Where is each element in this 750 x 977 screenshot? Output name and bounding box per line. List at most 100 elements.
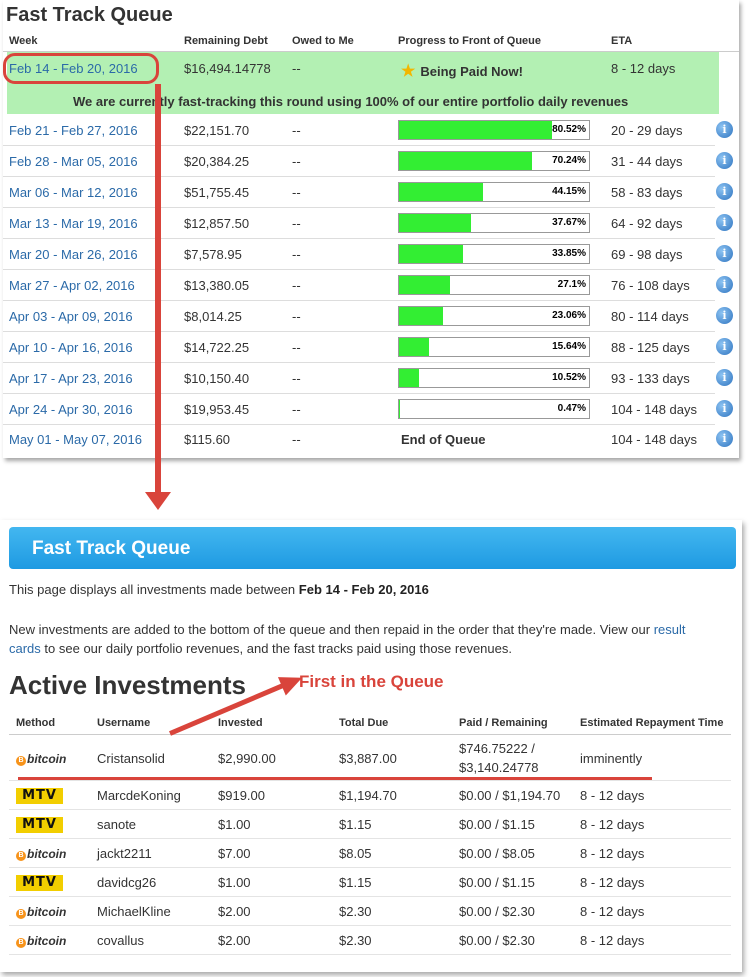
repayment-time: 8 - 12 days	[580, 788, 645, 803]
info-icon[interactable]: i	[716, 369, 733, 386]
repayment-time: 8 - 12 days	[580, 846, 645, 861]
down-arrow-shaft	[155, 84, 161, 494]
repayment-time: 8 - 12 days	[580, 875, 645, 890]
progress-fill	[399, 121, 552, 139]
progress-bar: 10.52%	[398, 368, 590, 388]
total-due: $3,887.00	[339, 751, 397, 766]
col-header-progress: Progress to Front of Queue	[398, 35, 542, 47]
total-due: $1,194.70	[339, 788, 397, 803]
queue-row-end: May 01 - May 07, 2016 $115.60 -- End of …	[3, 424, 739, 455]
owed-to-me: --	[292, 247, 301, 262]
col-header-total-due: Total Due	[339, 717, 389, 729]
week-link[interactable]: Apr 24 - Apr 30, 2016	[9, 402, 133, 417]
week-link[interactable]: May 01 - May 07, 2016	[9, 432, 142, 447]
week-link[interactable]: Mar 27 - Apr 02, 2016	[9, 278, 135, 293]
row-divider	[3, 238, 715, 239]
week-link[interactable]: Mar 13 - Mar 19, 2016	[9, 216, 138, 231]
investment-row: MTV MarcdeKoning $919.00 $1,194.70 $0.00 / $…	[9, 781, 731, 810]
row-divider	[3, 176, 715, 177]
username: davidcg26	[97, 875, 157, 890]
result-cards-link-cont[interactable]: cards	[9, 641, 41, 656]
week-link[interactable]: Feb 21 - Feb 27, 2016	[9, 123, 138, 138]
star-icon: ★	[401, 63, 416, 80]
paid-remaining: $0.00 / $1,194.70	[459, 788, 561, 803]
paid-amount: $746.75222 /	[459, 741, 535, 756]
status-being-paid: ★ Being Paid Now!	[401, 61, 523, 81]
result-cards-link[interactable]: result	[653, 622, 686, 637]
info-icon[interactable]: i	[716, 121, 733, 138]
eta: 69 - 98 days	[611, 247, 683, 262]
progress-fill	[399, 400, 400, 418]
eta: 58 - 83 days	[611, 185, 683, 200]
row-divider	[3, 331, 715, 332]
info-icon[interactable]: i	[716, 183, 733, 200]
col-header-week: Week	[9, 35, 38, 47]
description-text: New investments are added to the bottom …	[9, 622, 651, 637]
row-divider	[9, 867, 731, 868]
info-icon[interactable]: i	[716, 307, 733, 324]
info-icon[interactable]: i	[716, 214, 733, 231]
info-icon[interactable]: i	[716, 245, 733, 262]
row-divider	[9, 838, 731, 839]
remaining-debt: $8,014.25	[184, 309, 242, 324]
owed-to-me: --	[292, 309, 301, 324]
week-link[interactable]: Apr 10 - Apr 16, 2016	[9, 340, 133, 355]
bitcoin-label: bitcoin	[27, 752, 67, 766]
invested: $2.00	[218, 933, 251, 948]
progress-percent: 27.1%	[557, 279, 586, 290]
week-link[interactable]: Feb 14 - Feb 20, 2016	[9, 61, 138, 76]
owed-to-me: --	[292, 123, 301, 138]
queue-row: Mar 13 - Mar 19, 2016 $12,857.50 -- 37.67% 6…	[3, 208, 739, 239]
progress-bar: 80.52%	[398, 120, 590, 140]
owed-to-me: --	[292, 278, 301, 293]
info-icon[interactable]: i	[716, 152, 733, 169]
row-divider	[3, 424, 715, 425]
progress-percent: 37.67%	[552, 217, 586, 228]
bitcoin-coin-icon: B	[16, 851, 26, 861]
down-arrow-head	[145, 492, 171, 510]
info-icon[interactable]: i	[716, 338, 733, 355]
progress-percent: 80.52%	[552, 124, 586, 135]
eta: 93 - 133 days	[611, 371, 690, 386]
eta: 80 - 114 days	[611, 309, 689, 324]
col-header-eta: ETA	[611, 35, 633, 47]
section-title: Active Investments	[9, 670, 246, 700]
week-link[interactable]: Feb 28 - Mar 05, 2016	[9, 154, 138, 169]
owed-to-me: --	[292, 402, 301, 417]
bitcoin-label: bitcoin	[27, 847, 67, 861]
username: MichaelKline	[97, 904, 171, 919]
banner-title: Fast Track Queue	[32, 538, 191, 559]
progress-bar: 44.15%	[398, 182, 590, 202]
week-link[interactable]: Apr 03 - Apr 09, 2016	[9, 309, 133, 324]
intro-paragraph: This page displays all investments made …	[9, 582, 429, 597]
week-link[interactable]: Mar 06 - Mar 12, 2016	[9, 185, 138, 200]
owed-to-me: --	[292, 154, 301, 169]
week-link[interactable]: Mar 20 - Mar 26, 2016	[9, 247, 138, 262]
info-icon[interactable]: i	[716, 276, 733, 293]
info-icon[interactable]: i	[716, 430, 733, 447]
intro-date-range: Feb 14 - Feb 20, 2016	[298, 582, 429, 597]
bitcoin-coin-icon: B	[16, 756, 26, 766]
highlight-oval	[3, 53, 159, 84]
progress-bar: 37.67%	[398, 213, 590, 233]
eta: 64 - 92 days	[611, 216, 683, 231]
total-due: $2.30	[339, 933, 372, 948]
status-label: Being Paid Now!	[420, 64, 523, 79]
queue-row: Apr 03 - Apr 09, 2016 $8,014.25 -- 23.06% 80…	[3, 301, 739, 332]
queue-row: Mar 20 - Mar 26, 2016 $7,578.95 -- 33.85% 69…	[3, 239, 739, 270]
col-header-paid-remaining: Paid / Remaining	[459, 717, 548, 729]
row-divider	[9, 925, 731, 926]
remaining-debt: $14,722.25	[184, 340, 250, 355]
row-divider	[3, 362, 715, 363]
info-icon[interactable]: i	[716, 400, 733, 417]
paid-remaining: $0.00 / $1.15	[459, 875, 535, 890]
queue-row: Mar 06 - Mar 12, 2016 $51,755.45 -- 44.15% 5…	[3, 177, 739, 208]
week-link[interactable]: Apr 17 - Apr 23, 2016	[9, 371, 133, 386]
